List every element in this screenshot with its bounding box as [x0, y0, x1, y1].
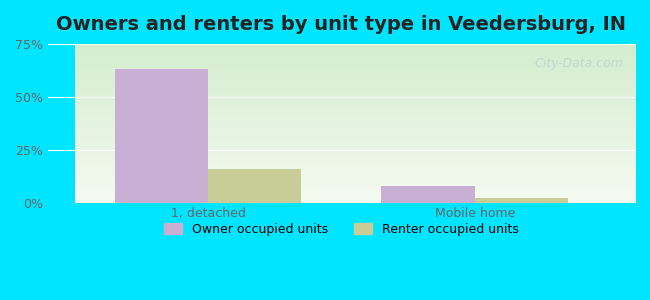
Bar [208, 169, 302, 203]
Title: Owners and renters by unit type in Veedersburg, IN: Owners and renters by unit type in Veede… [57, 15, 627, 34]
Bar [475, 198, 568, 203]
Bar [382, 186, 475, 202]
Bar [114, 69, 208, 202]
Text: City-Data.com: City-Data.com [534, 57, 623, 70]
Legend: Owner occupied units, Renter occupied units: Owner occupied units, Renter occupied un… [159, 218, 524, 241]
